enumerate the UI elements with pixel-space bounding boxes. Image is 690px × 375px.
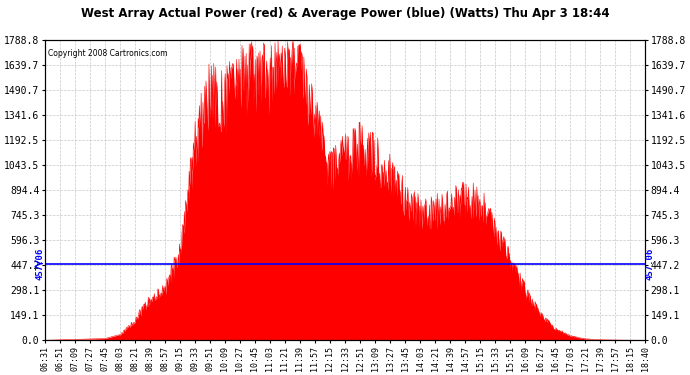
Text: 457.06: 457.06: [35, 248, 44, 280]
Text: West Array Actual Power (red) & Average Power (blue) (Watts) Thu Apr 3 18:44: West Array Actual Power (red) & Average …: [81, 8, 609, 21]
Text: 457.06: 457.06: [646, 248, 655, 280]
Text: Copyright 2008 Cartronics.com: Copyright 2008 Cartronics.com: [48, 50, 168, 58]
